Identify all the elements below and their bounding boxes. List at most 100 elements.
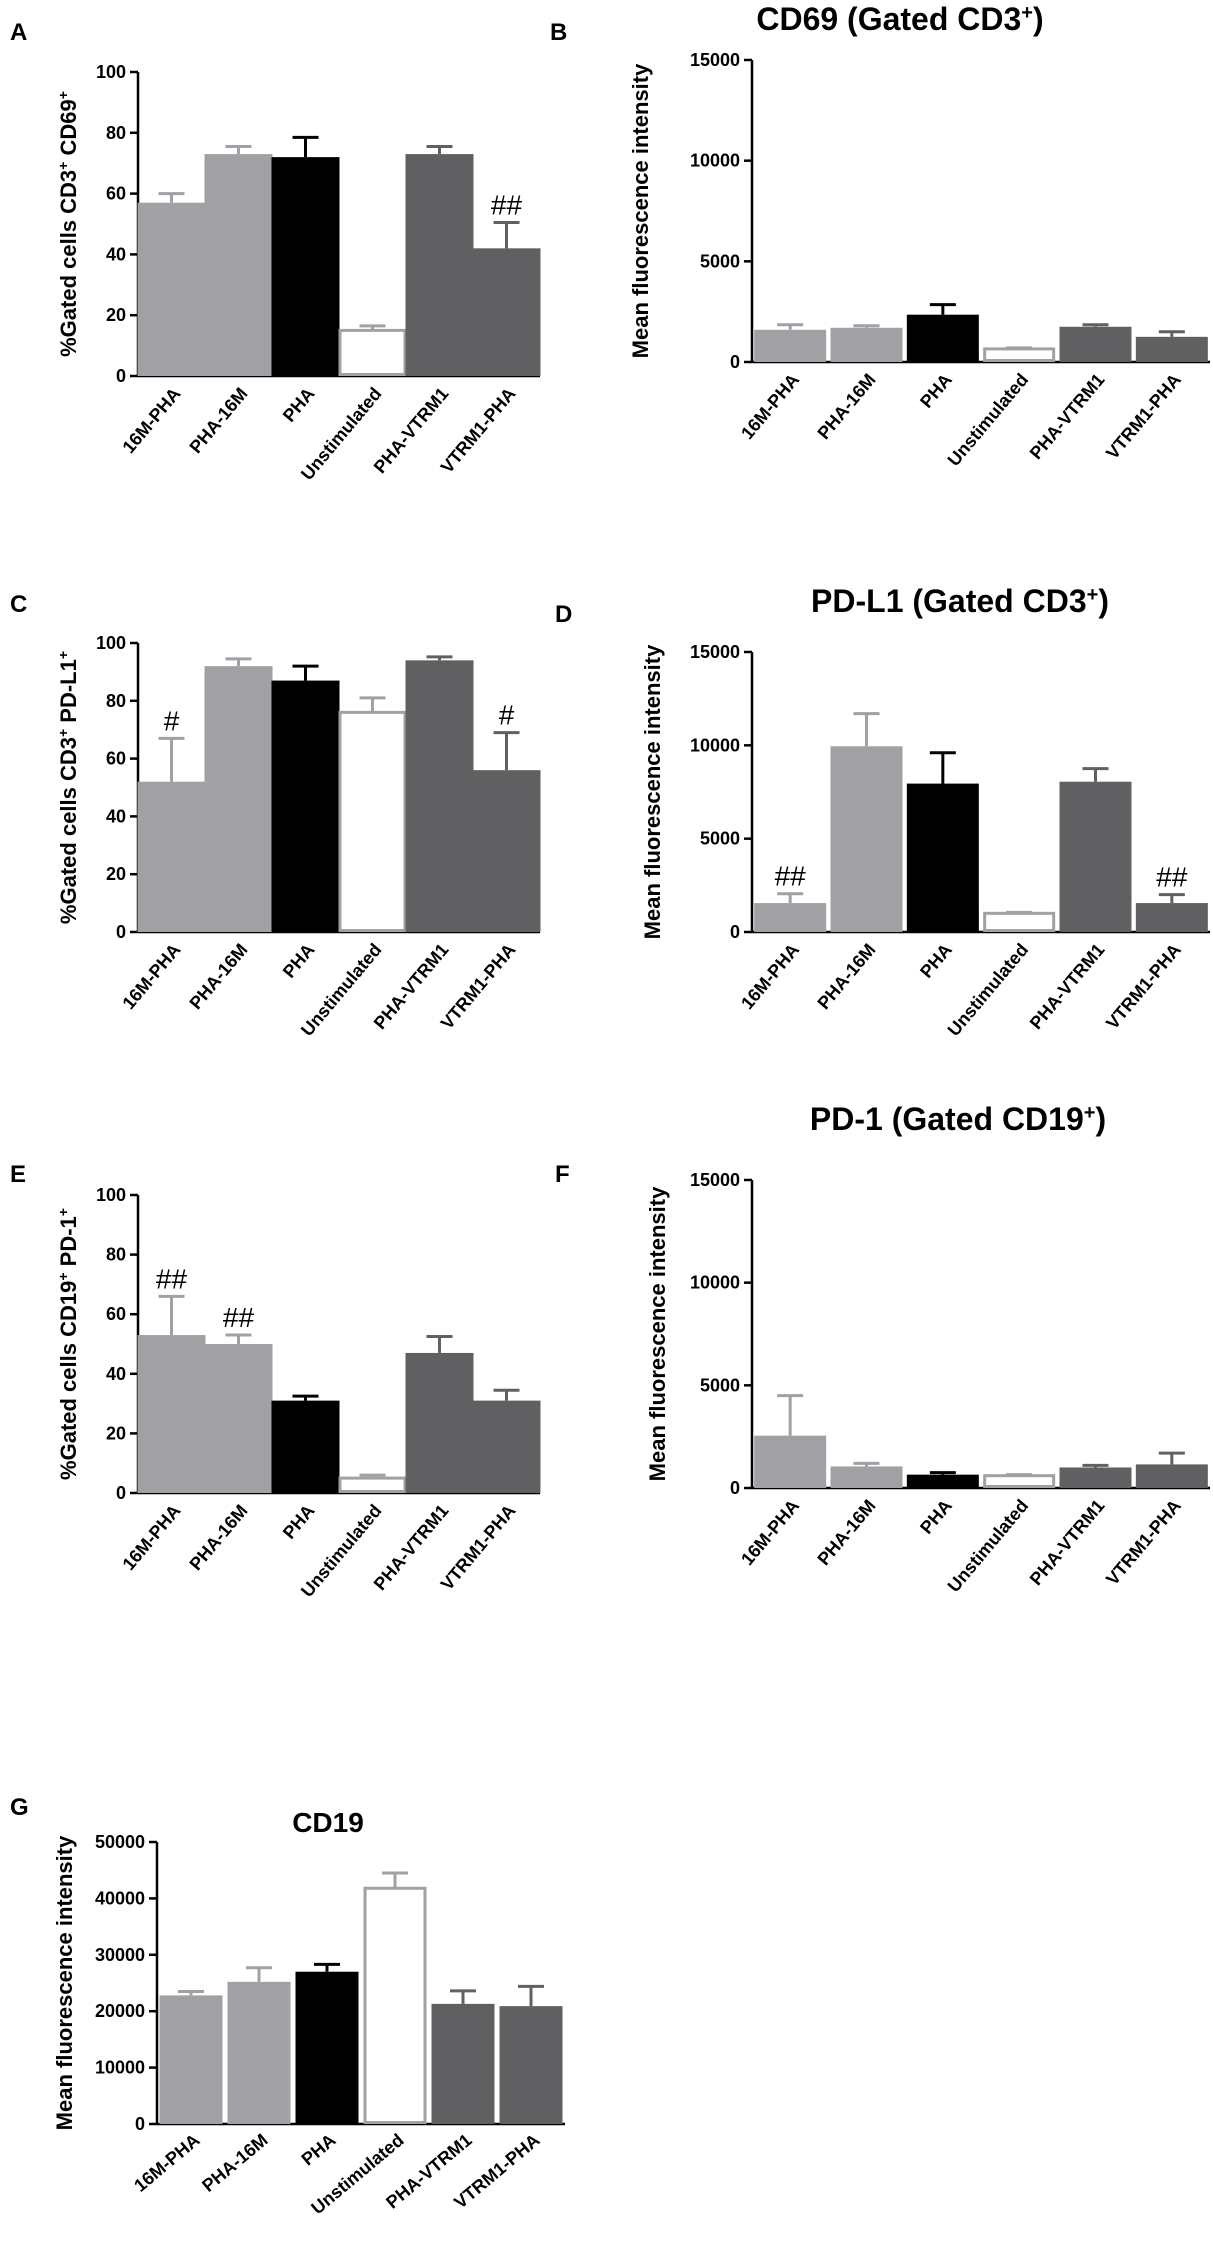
y-axis-title-mid: PD-L1: [56, 659, 81, 729]
significance-label: ##: [156, 1263, 188, 1294]
y-tick-label: 10000: [690, 151, 740, 171]
x-category-label: 16M-PHA: [737, 940, 803, 1013]
panel-letter: G: [10, 1794, 29, 1821]
bar: [271, 157, 340, 376]
y-tick-label: 20: [106, 1423, 126, 1443]
bar: [227, 1981, 291, 2124]
y-axis-title-sup: +: [55, 1272, 71, 1280]
bar: [472, 248, 541, 376]
y-tick-label: 10000: [690, 735, 740, 755]
y-axis-title: Mean fluorescence intensity: [52, 1835, 77, 2130]
y-tick-label: 40: [106, 1364, 126, 1384]
bar: [271, 1400, 340, 1493]
y-tick-label: 40000: [95, 1888, 145, 1908]
y-axis-title: %Gated cells CD19+ PD-1+: [55, 1208, 81, 1480]
y-axis-title-main: Mean fluorescence intensity: [52, 1835, 77, 2130]
panel-d: D PD-L1 (Gated CD3+) Mean fluorescence int…: [555, 583, 1210, 1040]
y-axis-title: Mean fluorescence intensity: [628, 63, 653, 358]
y-tick-label: 10000: [95, 2058, 145, 2078]
y-axis-title-sup: +: [55, 651, 71, 659]
y-tick-label: 100: [96, 633, 126, 653]
x-category-label: 16M-PHA: [737, 1496, 803, 1569]
y-tick-label: 15000: [690, 50, 740, 70]
x-category-label: VTRM1-PHA: [1102, 940, 1185, 1033]
significance-label: #: [499, 700, 515, 731]
panel-a: A%Gated cells CD3+ CD69+02040608010016M-…: [10, 19, 541, 484]
y-tick-label: 20: [106, 305, 126, 325]
bar: [405, 1352, 474, 1493]
bar: [983, 347, 1056, 362]
x-category-label: Unstimulated: [944, 370, 1033, 470]
y-tick-label: 5000: [700, 829, 740, 849]
x-category-label: 16M-PHA: [118, 940, 184, 1013]
y-tick-label: 0: [116, 1483, 126, 1503]
bar: [830, 1466, 903, 1488]
panel-letter: D: [555, 601, 572, 628]
y-tick-label: 60: [106, 749, 126, 769]
x-category-label: PHA-16M: [185, 1501, 251, 1574]
bar: [754, 329, 827, 362]
chart-title-main: PD-L1 (Gated CD3: [811, 583, 1087, 619]
y-tick-label: 100: [96, 1185, 126, 1205]
x-category-label: PHA-16M: [813, 370, 879, 443]
panel-b: B CD69 (Gated CD3+) Mean fluorescence inte…: [550, 1, 1210, 470]
y-tick-label: 60: [106, 1304, 126, 1324]
y-tick-label: 20000: [95, 2001, 145, 2021]
chart-title-main: PD-1 (Gated CD19: [810, 1101, 1084, 1137]
bar: [137, 1335, 206, 1493]
chart-title-end: ): [1098, 583, 1109, 619]
x-category-label: PHA-16M: [813, 1496, 879, 1569]
y-axis-title-sup: +: [55, 162, 71, 170]
bar: [499, 2006, 563, 2124]
bar: [983, 911, 1056, 932]
bar: [204, 154, 273, 376]
y-axis-title-main: Mean fluorescence intensity: [628, 63, 653, 358]
y-tick-label: 100: [96, 62, 126, 82]
bar: [754, 903, 827, 932]
significance-label: ##: [491, 189, 523, 220]
x-category-label: PHA-16M: [185, 384, 251, 457]
x-category-label: 16M-PHA: [118, 384, 184, 457]
y-tick-label: 15000: [690, 642, 740, 662]
chart-title-sup: +: [1087, 584, 1099, 606]
bar: [204, 1344, 273, 1493]
y-axis-title-sup: +: [55, 91, 71, 99]
x-category-label: PHA-VTRM1: [1026, 370, 1109, 463]
bar: [159, 1995, 223, 2124]
x-category-label: PHA: [279, 384, 319, 426]
x-category-label: 16M-PHA: [737, 370, 803, 443]
bar: [295, 1971, 359, 2124]
y-tick-label: 80: [106, 691, 126, 711]
chart-title-end: ): [1095, 1101, 1106, 1137]
bar: [1135, 1464, 1208, 1488]
x-category-label: 16M-PHA: [118, 1501, 184, 1574]
y-axis-title: %Gated cells CD3+ PD-L1+: [55, 651, 81, 924]
bar: [363, 1886, 427, 2125]
panel-c: C%Gated cells CD3+ PD-L1+020406080100#16…: [10, 591, 541, 1040]
y-tick-label: 40: [106, 806, 126, 826]
panel-letter: E: [10, 1161, 26, 1188]
y-axis-title-mid: CD69: [56, 99, 81, 161]
chart-title: CD69 (Gated CD3+): [756, 1, 1043, 37]
y-tick-label: 0: [135, 2114, 145, 2134]
y-axis-title-main: Mean fluorescence intensity: [640, 644, 665, 939]
x-category-label: PHA: [279, 1501, 319, 1543]
y-tick-label: 0: [116, 922, 126, 942]
bar: [431, 2003, 495, 2124]
chart-title: PD-1 (Gated CD19+): [810, 1101, 1106, 1137]
chart-title-main: CD69 (Gated CD3: [756, 1, 1021, 37]
bar: [204, 666, 273, 932]
panel-f: F PD-1 (Gated CD19+) Mean fluorescence int…: [555, 1101, 1210, 1596]
bar: [472, 1400, 541, 1493]
bar: [906, 783, 979, 932]
chart-title-sup: +: [1021, 2, 1033, 24]
x-category-label: 16M-PHA: [130, 2130, 203, 2196]
x-category-label: Unstimulated: [944, 940, 1033, 1040]
y-axis-title-main: Mean fluorescence intensity: [645, 1186, 670, 1481]
bar: [137, 202, 206, 376]
bar: [906, 1474, 979, 1488]
x-category-label: PHA: [916, 370, 956, 412]
panel-letter: A: [10, 19, 27, 46]
y-axis-title-main: %Gated cells CD3: [56, 170, 81, 357]
panel-letter: C: [10, 591, 27, 618]
